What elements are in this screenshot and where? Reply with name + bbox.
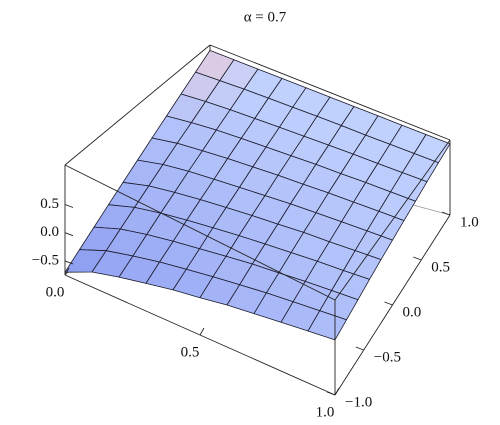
x-tick (199, 327, 205, 336)
y-tick-label: −1.0 (345, 394, 372, 410)
y-tick-label: −0.5 (374, 349, 401, 365)
z-tick (64, 260, 74, 265)
x-tick (334, 387, 340, 396)
y-tick (413, 256, 422, 261)
z-tick-label: 0.0 (40, 224, 59, 240)
x-tick-label: 0.5 (181, 344, 200, 360)
z-tick-label: −0.5 (32, 252, 59, 268)
y-tick (355, 346, 364, 351)
box-edge (64, 44, 211, 166)
box-edge (209, 44, 451, 141)
y-tick (441, 211, 451, 216)
y-tick-label: 0.0 (403, 304, 422, 320)
box-edge (64, 164, 336, 301)
z-tick (64, 232, 74, 237)
box-edge (334, 139, 451, 301)
x-tick-label: 0.0 (46, 284, 65, 300)
surface-cell (307, 310, 347, 341)
y-tick-label: 1.0 (460, 214, 479, 230)
y-tick-label: 0.5 (431, 259, 450, 275)
x-tick-label: 1.0 (316, 404, 335, 420)
z-tick (64, 204, 74, 208)
x-tick (64, 267, 70, 276)
y-tick (384, 301, 393, 306)
y-tick (326, 391, 336, 396)
z-tick-label: 0.5 (40, 196, 59, 212)
chart-title: α = 0.7 (244, 9, 287, 25)
